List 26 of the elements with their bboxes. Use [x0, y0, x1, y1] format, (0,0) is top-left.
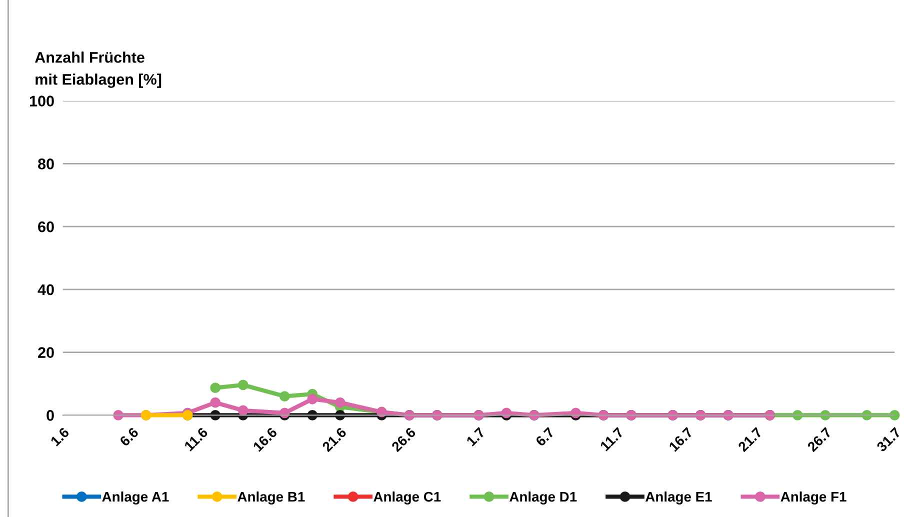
- y-tick-label: 100: [30, 96, 54, 106]
- legend-label: Anlage B1: [238, 491, 305, 504]
- y-tick-label: 60: [38, 221, 54, 232]
- x-tick-label: 11.6: [184, 426, 208, 452]
- x-tick-label: 1.7: [466, 427, 486, 446]
- y-tick-label: 0: [46, 410, 54, 421]
- legend-label: Anlage F1: [780, 491, 846, 504]
- point: [210, 397, 221, 408]
- y-tick-label: 20: [38, 347, 54, 358]
- point: [334, 397, 346, 408]
- x-tick-label: 6.6: [119, 426, 140, 447]
- x-tick-label: 6.7: [535, 426, 555, 447]
- legend-label: Anlage C1: [374, 491, 441, 504]
- y-axis-title: Anzahl Früchte mit Eiablagen [%]: [35, 52, 162, 88]
- point: [307, 394, 318, 404]
- point: [889, 410, 900, 420]
- legend-label: Anlage A1: [102, 491, 169, 504]
- point: [238, 380, 248, 390]
- legend-label: Anlage E1: [645, 491, 712, 504]
- point: [279, 391, 290, 402]
- y-tick-label: 80: [38, 158, 54, 170]
- legend-label: Anlage D1: [510, 491, 577, 504]
- y-tick-label: 40: [38, 284, 54, 296]
- point: [210, 382, 221, 394]
- point: [238, 405, 248, 416]
- x-tick-label: 1.6: [50, 426, 70, 447]
